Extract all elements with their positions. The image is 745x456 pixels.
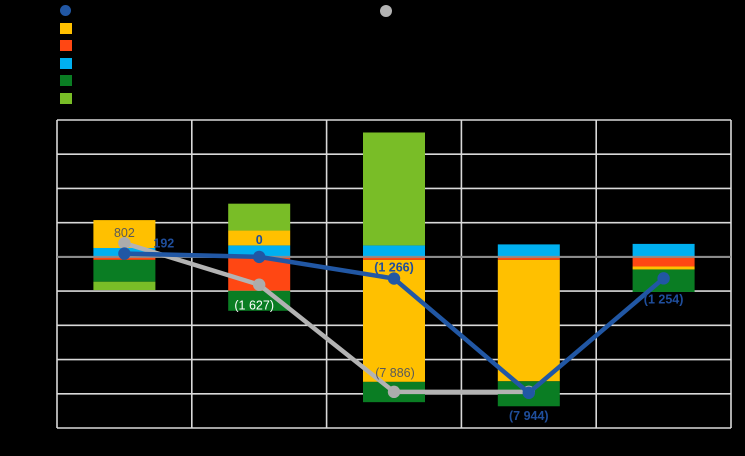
legend-item-dark-green-series (60, 75, 260, 86)
bar-segment-cyan (632, 243, 695, 257)
gray-line-data-label: (1 627) (234, 299, 274, 313)
legend-item-light-green-series (60, 92, 260, 104)
bar-segment-light_green (363, 132, 425, 246)
legend-item-orange-red-series (60, 40, 260, 51)
legend-marker-cyan-icon (60, 57, 72, 69)
bar-segment-cyan (363, 245, 425, 257)
bar-segment-orange_red (632, 256, 695, 267)
gray-line (122, 240, 532, 395)
legend-column-1 (60, 5, 260, 110)
blue-line-marker (253, 250, 266, 264)
legend-marker-light-green-icon (60, 92, 72, 104)
gray-line-marker (387, 385, 401, 399)
bar-segment-light_green (228, 203, 291, 231)
legend-item-gray-line (380, 4, 398, 17)
blue-line-data-label: (1 254) (644, 292, 684, 306)
legend-item-primary-line (60, 5, 260, 16)
bar-segment-orange (497, 259, 560, 382)
bar-segment-orange_red (363, 256, 425, 260)
bar-segment-orange (632, 266, 695, 270)
gray-line-marker (118, 236, 131, 250)
legend-marker-gray-line-icon (380, 4, 392, 17)
blue-line-marker (522, 386, 535, 400)
gray-line-marker (253, 278, 266, 291)
blue-line-marker (118, 247, 131, 260)
bar-segment-cyan (497, 244, 560, 257)
legend-item-orange-series (60, 22, 260, 34)
legend-marker-blue-line-icon (60, 5, 71, 16)
gray-line-data-label: (7 886) (375, 366, 415, 380)
legend-column-2 (380, 4, 398, 23)
bar-segment-orange (228, 230, 291, 246)
blue-line-data-label: 0 (256, 233, 263, 247)
bar-segment-orange_red (497, 256, 560, 260)
legend-marker-orange-icon (60, 22, 72, 34)
blue-line-marker (387, 272, 401, 285)
legend-marker-dark-green-icon (60, 75, 72, 86)
blue-line-data-label: 192 (153, 237, 174, 251)
blue-line-data-label: (7 944) (509, 409, 549, 423)
legend-marker-orange-red-icon (60, 40, 72, 51)
gray-line-data-label: 802 (114, 226, 135, 240)
blue-line-marker (657, 272, 670, 285)
legend-item-cyan-series (60, 57, 260, 69)
bar-segment-light_green (93, 281, 156, 291)
blue-line-data-label: (1 266) (374, 261, 414, 275)
bar-segment-dark_green (93, 259, 156, 282)
